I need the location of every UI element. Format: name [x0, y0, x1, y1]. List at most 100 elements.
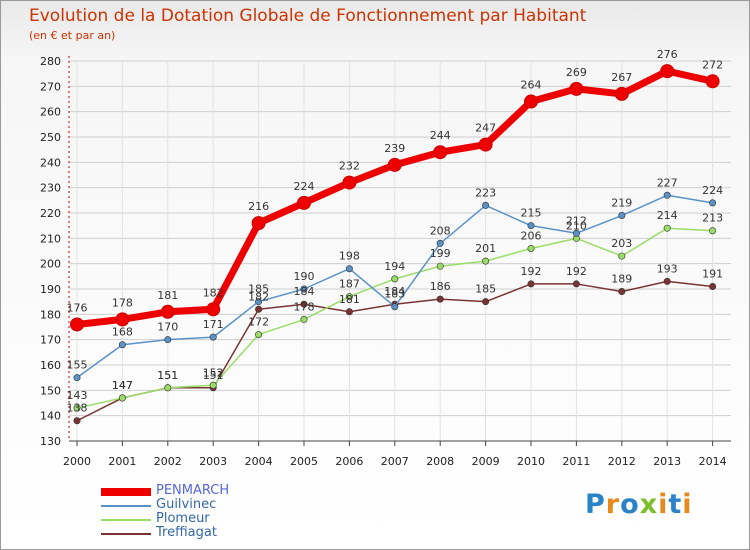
x-tick-label: 2005: [290, 455, 318, 468]
logo-letter: i: [682, 489, 693, 520]
data-label: 203: [611, 237, 632, 250]
x-tick-label: 2006: [335, 455, 363, 468]
data-label: 192: [566, 265, 587, 278]
data-label: 183: [384, 288, 405, 301]
data-point: [255, 305, 263, 313]
data-point: [709, 282, 717, 290]
data-label: 168: [112, 326, 133, 339]
data-label: 191: [702, 267, 723, 280]
data-point: [660, 64, 675, 79]
data-label: 247: [475, 122, 496, 135]
data-point: [115, 312, 130, 327]
data-label: 182: [248, 290, 269, 303]
data-label: 264: [521, 79, 542, 92]
y-tick-label: 160: [40, 359, 61, 372]
data-point: [300, 285, 308, 293]
y-tick-label: 150: [40, 384, 61, 397]
logo-letter: r: [605, 489, 621, 520]
data-label: 208: [430, 224, 451, 237]
data-point: [524, 94, 538, 109]
data-point: [436, 295, 444, 303]
data-label: 178: [294, 300, 315, 313]
x-tick-label: 2013: [653, 455, 681, 468]
y-tick-label: 210: [40, 232, 61, 245]
y-tick-label: 190: [40, 283, 61, 296]
data-label: 176: [67, 301, 88, 314]
data-label: 151: [203, 369, 224, 382]
x-tick-label: 2002: [154, 455, 182, 468]
y-tick-label: 280: [40, 55, 61, 68]
data-label: 151: [157, 369, 178, 382]
x-tick-label: 2012: [608, 455, 636, 468]
data-label: 213: [702, 212, 723, 225]
legend-swatch: [101, 533, 151, 535]
logo-letter: o: [620, 489, 640, 520]
data-label: 181: [339, 293, 360, 306]
data-label: 192: [521, 265, 542, 278]
data-point: [436, 262, 444, 270]
legend-swatch: [101, 519, 151, 521]
x-tick-label: 2014: [699, 455, 727, 468]
data-point: [391, 303, 399, 311]
data-label: 147: [112, 379, 133, 392]
data-point: [436, 239, 444, 247]
data-label: 194: [384, 260, 405, 273]
data-point: [73, 404, 81, 412]
data-point: [527, 222, 535, 230]
data-label: 206: [521, 229, 542, 242]
x-tick-label: 2009: [472, 455, 500, 468]
data-label: 272: [702, 58, 723, 71]
data-label: 147: [112, 379, 133, 392]
data-point: [300, 315, 308, 323]
data-point: [663, 191, 671, 199]
data-point: [482, 298, 490, 306]
data-labels: 138 147 151 151 182 184 181 184 186 185 192 192 189 1…: [67, 48, 724, 415]
data-point: [614, 86, 629, 101]
data-point: [297, 195, 311, 210]
data-label: 219: [611, 197, 632, 210]
data-point: [251, 216, 266, 231]
line-chart: 130 140 150 160 170 180 190 200 210 220 230 240 250 2…: [40, 48, 731, 468]
x-tick-label: 2000: [63, 455, 91, 468]
data-point: [663, 277, 671, 285]
data-point: [209, 381, 217, 389]
data-point: [478, 137, 493, 152]
legend-label: PENMARCH: [156, 483, 230, 498]
data-point: [345, 293, 353, 301]
y-tick-label: 260: [40, 106, 61, 119]
data-label: 170: [157, 321, 178, 334]
y-tick-label: 200: [40, 258, 61, 271]
series: [70, 64, 720, 425]
data-point: [345, 265, 353, 273]
data-point: [160, 304, 175, 319]
data-point: [569, 81, 584, 96]
data-point: [70, 317, 84, 332]
y-tick-label: 220: [40, 207, 61, 220]
y-tick-label: 180: [40, 308, 61, 321]
data-label: 224: [294, 180, 315, 193]
data-label: 178: [112, 296, 133, 309]
x-tick-label: 2003: [199, 455, 227, 468]
logo-letter: t: [668, 489, 683, 520]
y-tick-label: 230: [40, 182, 61, 195]
grid: [69, 60, 731, 442]
data-label: 152: [203, 366, 224, 379]
data-label: 244: [430, 129, 451, 142]
data-point: [527, 280, 535, 288]
data-label: 184: [384, 285, 405, 298]
data-point: [709, 199, 717, 207]
data-label: 216: [248, 200, 269, 213]
x-tick-label: 2001: [108, 455, 136, 468]
data-label: 193: [657, 262, 678, 275]
data-label: 267: [611, 71, 632, 84]
data-label: 232: [339, 160, 360, 173]
data-label: 151: [157, 369, 178, 382]
data-point: [206, 302, 221, 317]
x-tick-label: 2007: [381, 455, 409, 468]
data-label: 138: [67, 402, 88, 415]
data-label: 155: [67, 359, 88, 372]
data-label: 215: [521, 207, 542, 220]
logo-letter: i: [658, 489, 669, 520]
data-label: 185: [475, 283, 496, 296]
